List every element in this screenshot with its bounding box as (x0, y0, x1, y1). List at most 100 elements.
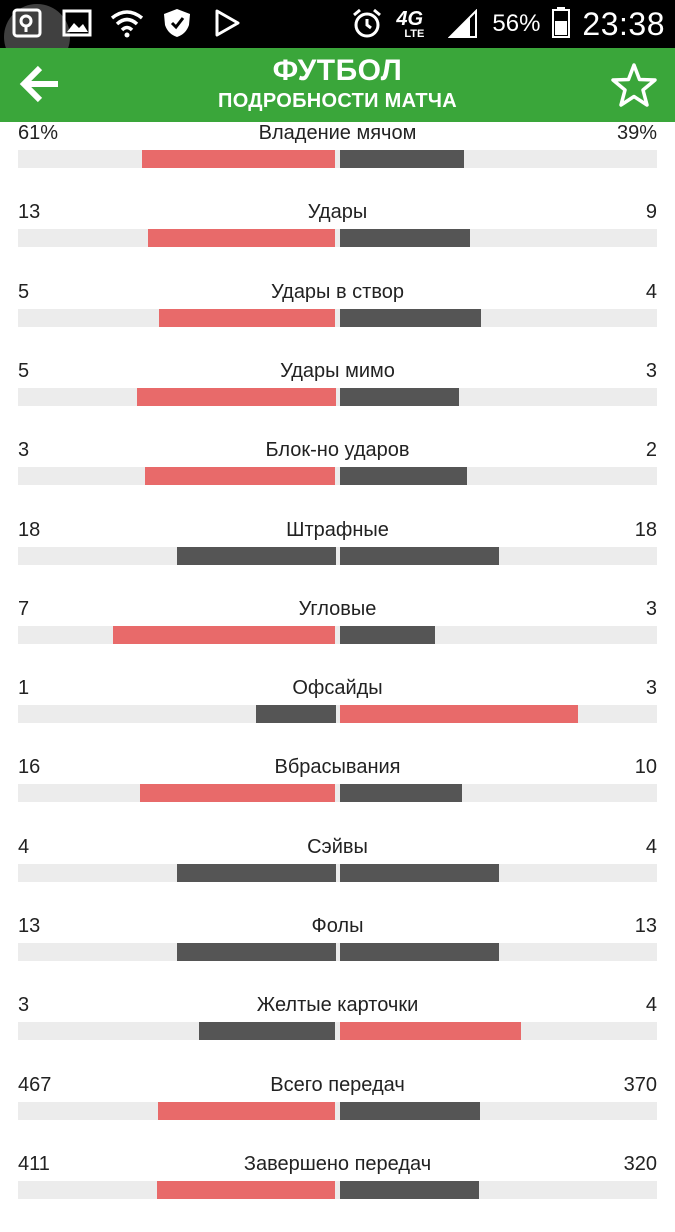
stat-bar-home (158, 1101, 336, 1120)
stat-home-value: 4 (18, 835, 30, 858)
stat-bar-away (339, 467, 467, 486)
stat-header: Всего передач 467 370 (18, 1074, 657, 1096)
stat-bar-track (18, 387, 657, 406)
stat-header: Удары в створ 5 4 (18, 281, 657, 303)
stat-label: Владение мячом (258, 122, 417, 144)
stat-label: Удары в створ (271, 280, 404, 303)
stat-label: Угловые (298, 597, 377, 620)
stat-row: Удары в створ 5 4 (0, 281, 675, 360)
stat-label: Всего передач (270, 1073, 405, 1096)
stat-bar-home (156, 1180, 336, 1199)
stat-label: Удары (307, 201, 368, 224)
stat-bar-away (339, 150, 464, 168)
stat-bar-away (339, 863, 499, 882)
stat-bar-home (176, 546, 336, 565)
stat-home-value: 13 (18, 915, 41, 937)
stat-header: Удары мимо 5 3 (18, 360, 657, 382)
stat-home-value: 18 (18, 518, 41, 541)
stat-header: Завершено передач 411 320 (18, 1153, 657, 1175)
page-title: ФУТБОЛ (272, 54, 403, 87)
stat-home-value: 5 (18, 280, 30, 303)
arrow-back-icon (19, 65, 58, 103)
stat-bar-home (176, 863, 336, 882)
stat-bar-away (339, 387, 459, 406)
app-bar: ФУТБОЛ ПОДРОБНОСТИ МАТЧА (0, 48, 675, 122)
stat-away-value: 4 (645, 994, 657, 1017)
stat-away-value: 4 (645, 835, 657, 858)
stat-bar-away (339, 943, 499, 961)
stat-away-value: 4 (645, 280, 657, 303)
stat-label: Фолы (311, 915, 364, 937)
stat-bar-away (339, 546, 499, 565)
stat-header: Блок-но ударов 3 2 (18, 439, 657, 461)
stat-label: Вбрасывания (274, 756, 401, 779)
stat-bar-track (18, 1180, 657, 1199)
network-sub-label: LTE (404, 28, 425, 40)
stat-bar-home (136, 387, 336, 406)
stat-bar-home (139, 784, 336, 803)
stat-bar-away (339, 229, 470, 248)
stat-home-value: 13 (18, 201, 41, 224)
stat-row: Сэйвы 4 4 (0, 836, 675, 915)
stat-bar-away (339, 308, 481, 327)
stat-away-value: 320 (623, 1152, 657, 1175)
alarm-icon (350, 7, 384, 41)
stat-bar-home (144, 467, 336, 486)
stat-header: Штрафные 18 18 (18, 519, 657, 541)
status-icons-right: 4G LTE 56% 23:38 (350, 0, 665, 48)
stat-bar-away (339, 1022, 522, 1041)
stat-label: Штрафные (286, 518, 389, 541)
stat-away-value: 3 (645, 359, 657, 382)
stat-bar-track (18, 625, 657, 644)
stat-row: Угловые 7 3 (0, 598, 675, 677)
stat-label: Сэйвы (307, 835, 368, 858)
stat-bar-track (18, 863, 657, 882)
gallery-icon (60, 6, 94, 40)
stat-home-value: 1 (18, 677, 30, 700)
star-outline-icon (611, 63, 657, 107)
stat-bar-track (18, 784, 657, 803)
stat-bar-home (147, 229, 336, 248)
back-button[interactable] (18, 64, 62, 104)
shield-icon (160, 6, 194, 40)
stat-bar-track (18, 308, 657, 327)
stat-bar-away (339, 1101, 481, 1120)
stat-away-value: 370 (623, 1073, 657, 1096)
stat-row: Штрафные 18 18 (0, 519, 675, 598)
stat-away-value: 13 (634, 915, 657, 937)
status-clock: 23:38 (582, 5, 665, 42)
stat-away-value: 10 (634, 756, 657, 779)
stat-row: Фолы 13 13 (0, 915, 675, 994)
stat-row: Удары мимо 5 3 (0, 360, 675, 439)
stat-away-value: 9 (645, 201, 657, 224)
stat-home-value: 7 (18, 597, 30, 620)
favorite-button[interactable] (611, 62, 657, 108)
stat-header: Сэйвы 4 4 (18, 836, 657, 858)
stat-home-value: 3 (18, 439, 30, 462)
stat-away-value: 39% (616, 122, 657, 144)
stat-bar-away (339, 784, 462, 803)
search-app-icon (10, 6, 44, 40)
stat-bar-home (141, 150, 336, 168)
stat-bar-home (256, 705, 336, 724)
stat-bar-track (18, 1022, 657, 1041)
stat-row: Офсайды 1 3 (0, 677, 675, 756)
stat-bar-track (18, 1101, 657, 1120)
wifi-icon (110, 6, 144, 40)
stat-row: Вбрасывания 16 10 (0, 756, 675, 835)
stat-row: Владение мячом 61% 39% (0, 122, 675, 201)
stat-bar-home (199, 1022, 336, 1041)
stat-label: Завершено передач (243, 1152, 432, 1175)
stat-header: Желтые карточки 3 4 (18, 994, 657, 1016)
stat-bar-away (339, 1180, 479, 1199)
stat-bar-track (18, 150, 657, 168)
status-icons-left (10, 6, 244, 40)
stat-away-value: 18 (634, 518, 657, 541)
stat-row: Всего передач 467 370 (0, 1074, 675, 1153)
stat-header: Угловые 7 3 (18, 598, 657, 620)
stat-home-value: 5 (18, 359, 30, 382)
network-4g-lte-icon: 4G LTE (396, 4, 434, 44)
battery-icon (552, 6, 571, 43)
stat-header: Офсайды 1 3 (18, 677, 657, 699)
stat-bar-home (176, 943, 336, 961)
